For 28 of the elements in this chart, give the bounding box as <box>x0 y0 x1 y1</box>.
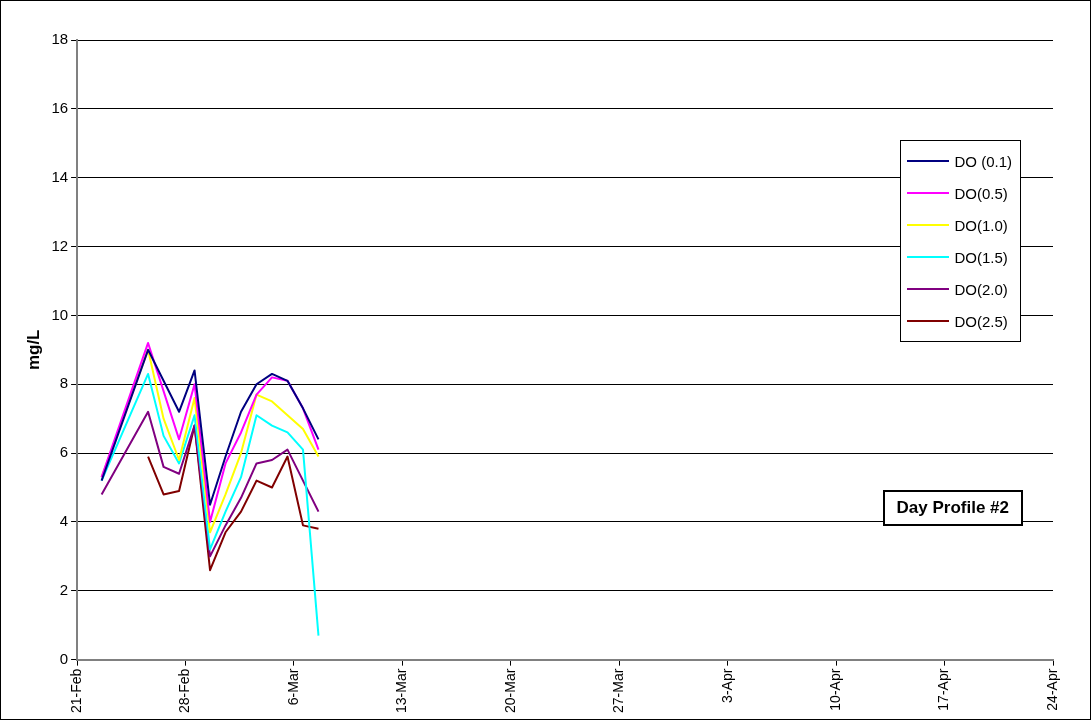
y-tick-label: 10 <box>51 305 69 323</box>
y-tick-label: 2 <box>59 580 69 598</box>
y-tick-label: 8 <box>59 374 69 392</box>
x-tick-label: 24-Apr <box>1043 668 1060 711</box>
y-tick-label: 14 <box>51 167 69 185</box>
x-tick-label: 20-Mar <box>501 668 518 713</box>
legend-label: DO(0.5) <box>954 184 1008 202</box>
y-tick-label: 6 <box>59 443 69 461</box>
y-tick-label: 0 <box>59 649 69 667</box>
legend-label: DO(1.0) <box>954 216 1008 234</box>
legend-label: DO (0.1) <box>954 152 1012 170</box>
legend-label: DO(1.5) <box>954 248 1008 266</box>
legend-label: DO(2.5) <box>954 312 1008 330</box>
y-tick-label: 16 <box>51 98 69 116</box>
y-tick-label: 4 <box>59 512 69 530</box>
annotation: Day Profile #2 <box>882 490 1023 526</box>
x-tick-label: 13-Mar <box>393 668 410 713</box>
y-tick-label: 18 <box>51 30 69 48</box>
y-tick-label: 12 <box>51 236 69 254</box>
x-tick-label: 10-Apr <box>826 668 843 711</box>
x-tick-label: 3-Apr <box>718 668 735 703</box>
legend-label: DO(2.0) <box>954 280 1008 298</box>
y-axis-title: mg/L <box>23 329 43 371</box>
x-tick-label: 28-Feb <box>176 668 193 713</box>
x-tick-label: 27-Mar <box>610 668 627 713</box>
x-tick-label: 21-Feb <box>67 668 84 713</box>
x-tick-label: 6-Mar <box>284 668 301 706</box>
x-tick-label: 17-Apr <box>935 668 952 711</box>
